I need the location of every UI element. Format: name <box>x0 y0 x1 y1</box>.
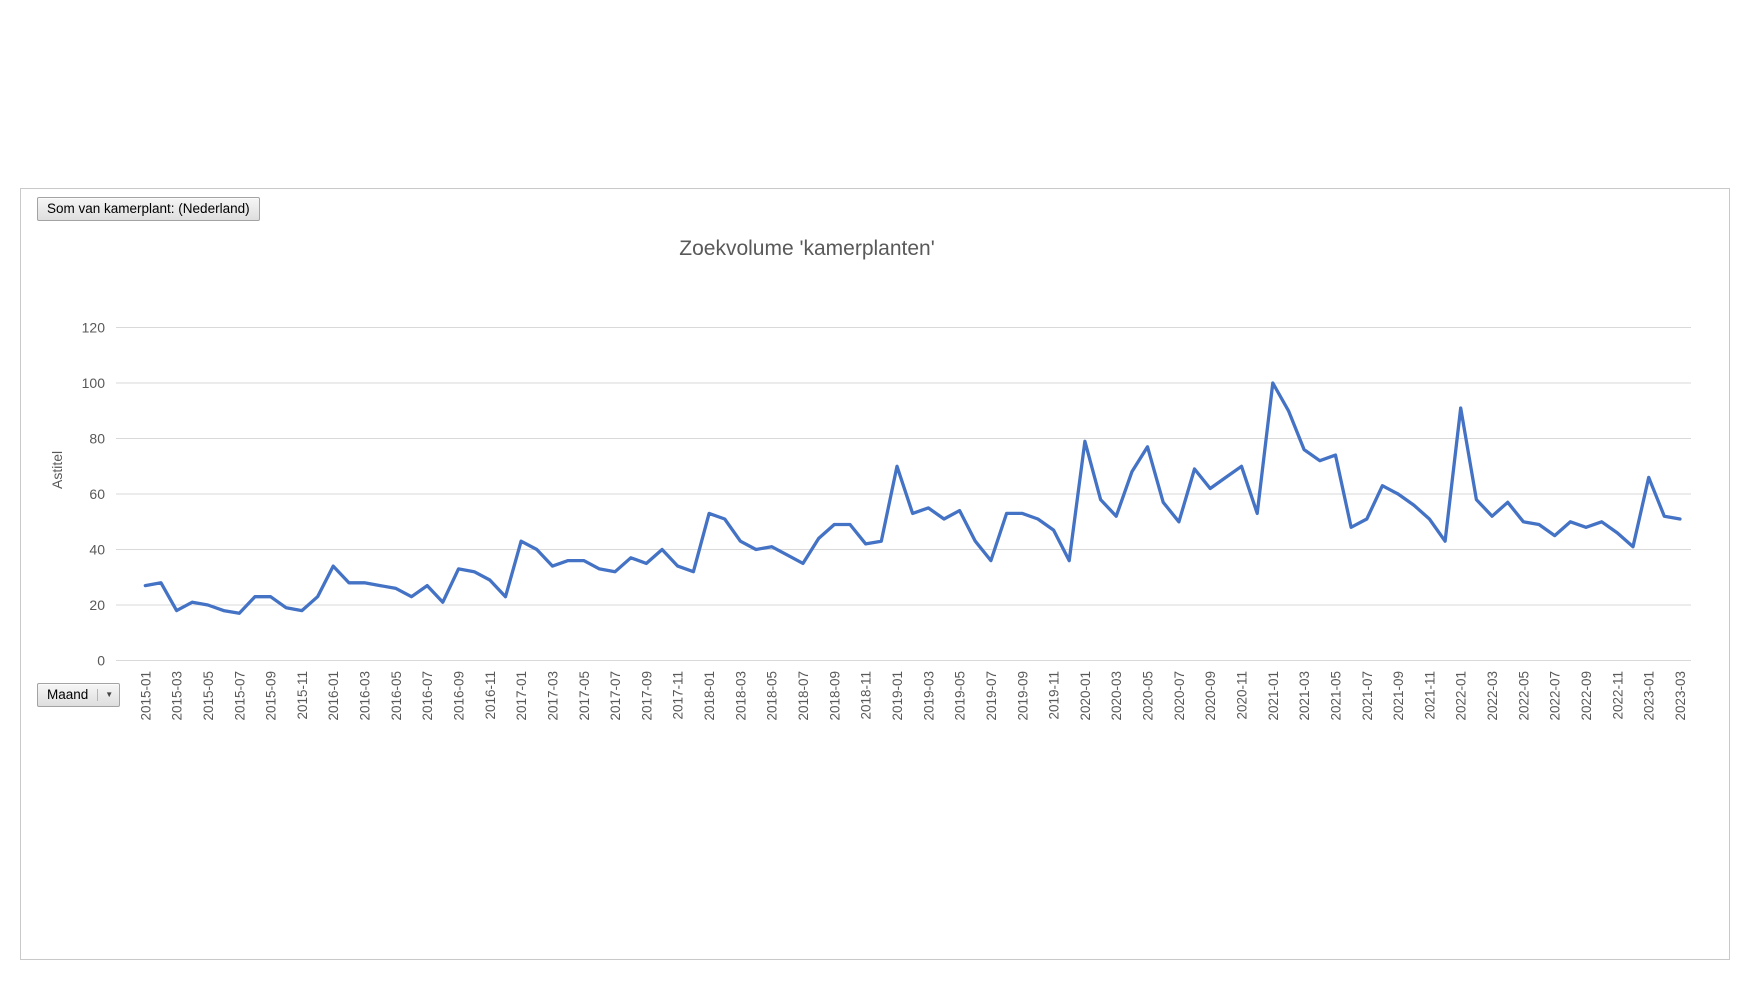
x-tick-label: 2021-01 <box>1266 671 1281 721</box>
x-tick-label: 2018-09 <box>827 671 842 721</box>
x-tick-label: 2021-11 <box>1422 671 1437 720</box>
y-tick-label: 60 <box>89 486 105 502</box>
x-tick-label: 2021-09 <box>1391 671 1406 721</box>
x-tick-label: 2017-09 <box>639 671 654 721</box>
x-tick-label: 2020-07 <box>1172 671 1187 721</box>
x-tick-label: 2015-05 <box>201 671 216 721</box>
x-tick-label: 2015-09 <box>264 671 279 721</box>
x-tick-label: 2021-03 <box>1297 671 1312 721</box>
x-tick-label: 2017-07 <box>608 671 623 721</box>
x-tick-label: 2017-05 <box>577 671 592 721</box>
y-tick-label: 120 <box>82 320 106 336</box>
x-tick-label: 2021-07 <box>1360 671 1375 721</box>
x-tick-label: 2017-01 <box>514 671 529 721</box>
x-tick-label: 2015-01 <box>138 671 153 721</box>
pivot-field-button-maand-label: Maand <box>47 687 89 702</box>
x-tick-label: 2022-05 <box>1516 671 1531 721</box>
x-tick-label: 2022-11 <box>1610 671 1625 720</box>
x-tick-label: 2021-05 <box>1328 671 1343 721</box>
x-tick-label: 2016-11 <box>483 671 498 720</box>
pivot-field-button-maand[interactable]: Maand ▼ <box>37 683 121 707</box>
x-tick-label: 2019-05 <box>953 671 968 721</box>
x-tick-label: 2018-07 <box>796 671 811 721</box>
pivot-field-button-value-label: Som van kamerplant: (Nederland) <box>47 201 250 216</box>
x-tick-label: 2023-03 <box>1673 671 1688 721</box>
x-tick-label: 2017-03 <box>545 671 560 721</box>
x-tick-label: 2019-11 <box>1047 671 1062 720</box>
x-tick-label: 2019-09 <box>1015 671 1030 721</box>
series-line-kamerplanten <box>143 381 1682 615</box>
chart-area: Som van kamerplant: (Nederland) Zoekvolu… <box>20 188 1730 960</box>
x-tick-label: 2022-07 <box>1548 671 1563 721</box>
x-tick-label: 2015-11 <box>295 671 310 720</box>
x-tick-label: 2019-01 <box>890 671 905 721</box>
x-tick-label: 2022-03 <box>1485 671 1500 721</box>
x-tick-label: 2020-05 <box>1141 671 1156 721</box>
x-tick-label: 2016-05 <box>389 671 404 721</box>
x-tick-label: 2016-03 <box>358 671 373 721</box>
x-tick-label: 2019-07 <box>984 671 999 721</box>
x-tick-label: 2018-03 <box>733 671 748 721</box>
x-tick-label: 2022-01 <box>1454 671 1469 721</box>
x-tick-label: 2020-11 <box>1235 671 1250 720</box>
x-tick-label: 2018-05 <box>765 671 780 721</box>
x-tick-label: 2016-07 <box>420 671 435 721</box>
x-tick-label: 2020-01 <box>1078 671 1093 721</box>
x-tick-label: 2016-01 <box>326 671 341 721</box>
x-tick-label: 2019-03 <box>921 671 936 721</box>
y-tick-label: 20 <box>89 597 105 613</box>
line-chart: 0 20 40 60 80 100 120 2015-01 2015-03 2015-05 2015… <box>82 320 1691 721</box>
x-tick-label: 2015-03 <box>170 671 185 721</box>
x-tick-label: 2017-11 <box>671 671 686 720</box>
y-tick-label: 0 <box>97 653 105 669</box>
pivot-field-button-value[interactable]: Som van kamerplant: (Nederland) <box>37 197 260 221</box>
chart-title: Zoekvolume 'kamerplanten' <box>679 237 935 260</box>
x-tick-label: 2015-07 <box>232 671 247 721</box>
chevron-down-icon: ▼ <box>97 688 113 701</box>
x-tick-label: 2020-03 <box>1109 671 1124 721</box>
y-tick-label: 40 <box>89 542 105 558</box>
y-tick-label: 80 <box>89 431 105 447</box>
y-tick-label: 100 <box>82 375 106 391</box>
x-tick-label: 2022-09 <box>1579 671 1594 721</box>
x-tick-label: 2020-09 <box>1203 671 1218 721</box>
x-tick-label: 2023-01 <box>1642 671 1657 721</box>
x-tick-label: 2018-11 <box>859 671 874 720</box>
x-tick-label: 2016-09 <box>452 671 467 721</box>
x-tick-label: 2018-01 <box>702 671 717 721</box>
